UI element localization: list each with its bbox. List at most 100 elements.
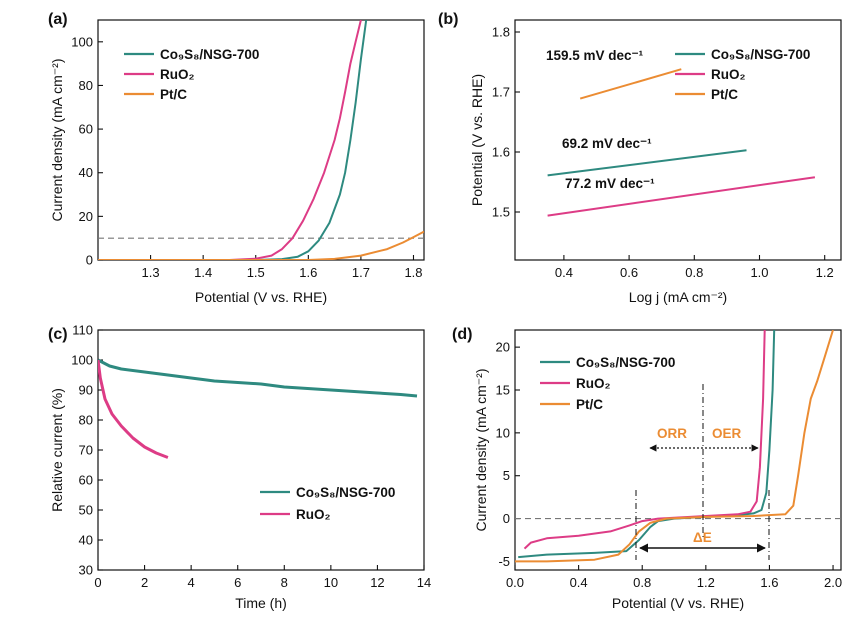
panel-c-plot — [98, 358, 418, 459]
panel-b-slope-ruo2: 77.2 mV dec⁻¹ — [565, 176, 655, 191]
y-tick-label: 40 — [79, 165, 93, 180]
y-tick-label: 110 — [72, 323, 93, 338]
x-tick-label: 14 — [417, 575, 431, 590]
panel-d-orr-label: ORR — [657, 426, 687, 441]
y-tick-label: 0 — [503, 511, 510, 526]
y-tick-label: 20 — [79, 209, 93, 224]
panel-a-frame — [97, 19, 425, 261]
y-tick-label: 50 — [79, 503, 93, 518]
x-tick-label: 4 — [188, 575, 195, 590]
panel-d-ylabel: Current density (mA cm⁻²) — [473, 369, 489, 532]
x-tick-label: 0.0 — [506, 575, 524, 590]
panel-d: (d) 0.0 0.4 0.8 1.2 1.6 2.0 -5 0 5 10 15 20 Potenti… — [452, 326, 843, 611]
panel-b-ylabel: Potential (V vs. RHE) — [469, 74, 485, 206]
y-tick-label: 40 — [79, 533, 93, 548]
series-line-ruo2 — [98, 359, 169, 459]
panel-a: (a) 1.3 1.4 1.5 1.6 1.7 1.8 0 20 40 60 80 100 Poten… — [48, 11, 425, 305]
y-tick-label: 1.5 — [492, 205, 510, 220]
x-tick-label: 1.7 — [352, 265, 370, 280]
y-tick-label: 100 — [71, 34, 93, 49]
x-tick-label: 2 — [141, 575, 148, 590]
x-tick-label: 0.6 — [620, 265, 638, 280]
series-line-ruo2 — [547, 176, 816, 217]
x-tick-label: 1.6 — [299, 265, 317, 280]
y-tick-label: 15 — [496, 383, 510, 398]
y-tick-label: 80 — [79, 78, 93, 93]
panel-a-label: (a) — [48, 11, 68, 28]
y-tick-label: 80 — [79, 413, 93, 428]
panel-a-legend-label-1: Co₉S₈/NSG-700 — [160, 47, 259, 62]
x-tick-label: 0.4 — [570, 575, 588, 590]
y-tick-label: 1.6 — [492, 145, 510, 160]
series-line-ruo2 — [98, 20, 362, 260]
y-tick-label: 60 — [79, 122, 93, 137]
panel-d-frame — [514, 329, 842, 571]
series-line-co9s8 — [98, 358, 418, 398]
panel-a-xlabel: Potential (V vs. RHE) — [195, 289, 327, 305]
x-tick-label: 0 — [94, 575, 101, 590]
panel-d-ticks: 0.0 0.4 0.8 1.2 1.6 2.0 -5 0 5 10 15 20 — [496, 340, 843, 590]
panel-c: (c) 0 2 4 6 8 10 12 14 30 40 50 60 70 80 90 100 110 Time… — [48, 323, 431, 612]
panel-a-legend-label-2: RuO₂ — [160, 67, 195, 82]
x-tick-label: 1.4 — [194, 265, 212, 280]
panel-b: (b) 0.4 0.6 0.8 1.0 1.2 1.5 1.6 1.7 1.8 Log j (m… — [438, 11, 842, 305]
panel-c-legend-label-1: Co₉S₈/NSG-700 — [296, 485, 395, 500]
x-tick-label: 1.6 — [760, 575, 778, 590]
panel-c-xlabel: Time (h) — [235, 595, 287, 611]
x-tick-label: 1.0 — [750, 265, 768, 280]
panel-b-legend-label-2: RuO₂ — [711, 67, 746, 82]
y-tick-label: 1.7 — [492, 85, 510, 100]
panel-b-frame — [514, 19, 842, 261]
panel-c-ticks: 0 2 4 6 8 10 12 14 30 40 50 60 70 80 90 100 110 — [71, 323, 431, 591]
x-tick-label: 0.8 — [633, 575, 651, 590]
y-tick-label: -5 — [498, 554, 510, 569]
panel-a-legend: Co₉S₈/NSG-700 RuO₂ Pt/C — [124, 47, 259, 102]
y-tick-label: 10 — [496, 425, 510, 440]
x-tick-label: 1.2 — [697, 575, 715, 590]
panel-d-oer-label: OER — [712, 426, 742, 441]
panel-d-label: (d) — [452, 326, 472, 343]
panel-b-legend-label-1: Co₉S₈/NSG-700 — [711, 47, 810, 62]
panel-d-legend-label-1: Co₉S₈/NSG-700 — [576, 355, 675, 370]
panel-c-frame — [97, 329, 425, 571]
x-tick-label: 0.8 — [685, 265, 703, 280]
y-tick-label: 100 — [71, 353, 93, 368]
y-tick-label: 30 — [79, 563, 93, 578]
panel-b-ticks: 0.4 0.6 0.8 1.0 1.2 1.5 1.6 1.7 1.8 — [492, 25, 834, 281]
panel-b-slope-co9s8: 69.2 mV dec⁻¹ — [562, 136, 652, 151]
series-line-ptc — [579, 68, 682, 100]
panel-a-ticks: 1.3 1.4 1.5 1.6 1.7 1.8 0 20 40 60 80 100 — [71, 34, 422, 280]
y-tick-label: 90 — [79, 383, 93, 398]
panel-a-ylabel: Current density (mA cm⁻²) — [49, 59, 65, 222]
panel-b-legend-label-3: Pt/C — [711, 87, 738, 102]
series-line-ptc — [515, 330, 834, 563]
x-tick-label: 1.3 — [142, 265, 160, 280]
panel-c-legend-label-2: RuO₂ — [296, 507, 331, 522]
y-tick-label: 1.8 — [492, 25, 510, 40]
x-tick-label: 12 — [370, 575, 384, 590]
y-tick-label: 60 — [79, 473, 93, 488]
series-line-ptc — [98, 230, 424, 260]
x-tick-label: 10 — [324, 575, 338, 590]
series-line-co9s8 — [547, 149, 747, 177]
panel-d-legend: Co₉S₈/NSG-700 RuO₂ Pt/C — [540, 355, 675, 412]
panel-b-legend: Co₉S₈/NSG-700 RuO₂ Pt/C — [675, 47, 810, 102]
y-tick-label: 20 — [496, 340, 510, 355]
x-tick-label: 8 — [281, 575, 288, 590]
y-tick-label: 0 — [86, 253, 93, 268]
panel-c-legend: Co₉S₈/NSG-700 RuO₂ — [260, 485, 395, 522]
panel-d-xlabel: Potential (V vs. RHE) — [612, 595, 744, 611]
panel-c-label: (c) — [48, 326, 68, 343]
y-tick-label: 5 — [503, 468, 510, 483]
panel-a-plot — [98, 20, 424, 260]
x-tick-label: 2.0 — [824, 575, 842, 590]
panel-d-annotations: ORR OER ΔE — [635, 384, 770, 560]
x-tick-label: 1.5 — [247, 265, 265, 280]
panel-b-xlabel: Log j (mA cm⁻²) — [629, 289, 727, 305]
panel-a-legend-label-3: Pt/C — [160, 87, 187, 102]
panel-b-plot — [547, 68, 816, 217]
x-tick-label: 1.8 — [404, 265, 422, 280]
y-tick-label: 70 — [79, 443, 93, 458]
panel-b-label: (b) — [438, 11, 458, 28]
